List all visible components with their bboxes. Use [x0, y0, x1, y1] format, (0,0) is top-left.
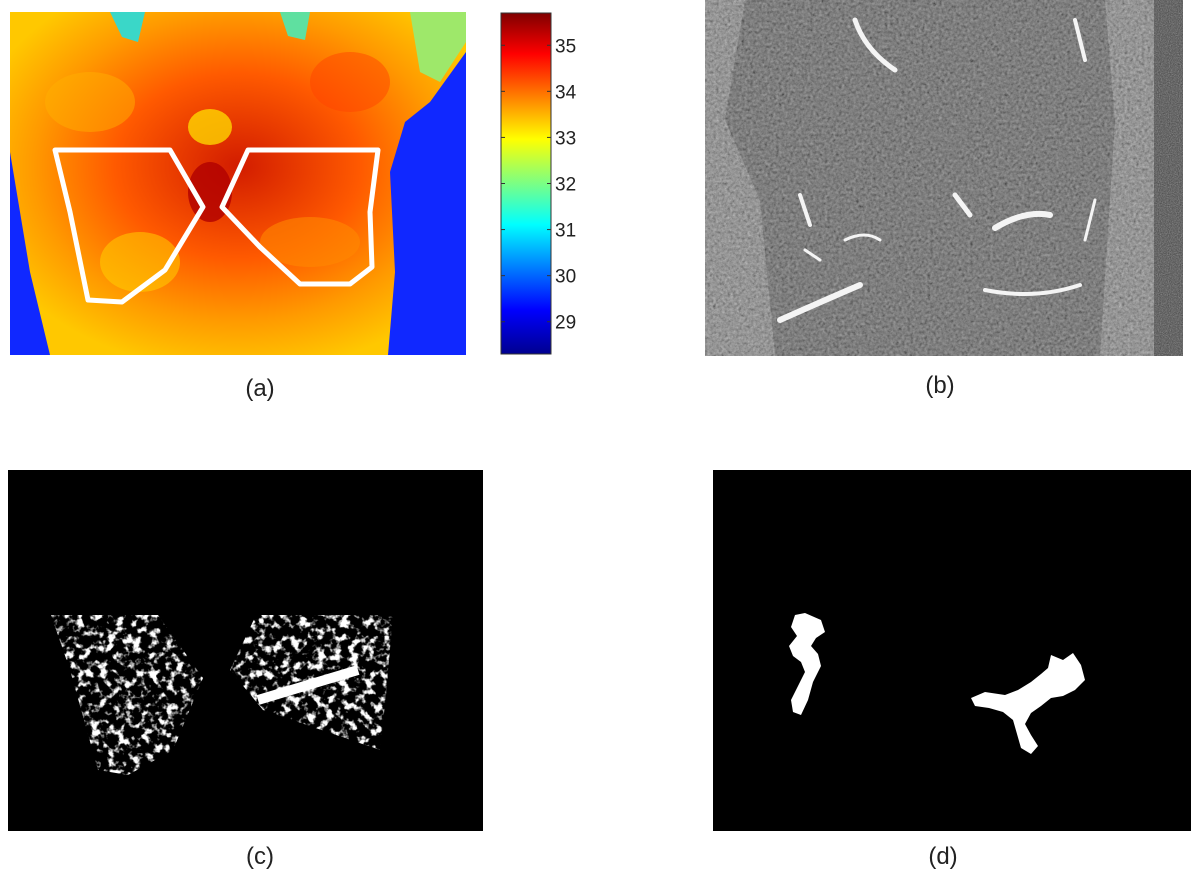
- vessel-mask-image: [713, 470, 1191, 831]
- panel-b-edge-map: [705, 0, 1183, 356]
- colorbar-tick-label: 32: [555, 175, 576, 196]
- caption-a: (a): [245, 375, 275, 402]
- panel-a-thermogram: [10, 12, 466, 355]
- colorbar-graphic: 35 34 33 32 31 30 29: [500, 12, 577, 355]
- left-roi-outline: [52, 147, 206, 305]
- panel-d-vessel-mask: [713, 470, 1191, 831]
- panel-c-segmentation: [8, 470, 483, 831]
- caption-c: (c): [246, 843, 274, 870]
- right-roi-outline: [219, 147, 381, 287]
- caption-d: (d): [928, 843, 958, 870]
- colorbar-tick-label: 29: [555, 313, 576, 334]
- colorbar-tick-label: 35: [555, 36, 576, 57]
- colorbar: 35 34 33 32 31 30 29: [500, 12, 590, 357]
- thermogram-image: [10, 12, 466, 355]
- edge-map-image: [705, 0, 1183, 356]
- caption-b: (b): [925, 372, 955, 399]
- segmentation-image: [8, 470, 483, 831]
- colorbar-tick-label: 31: [555, 221, 576, 242]
- colorbar-tick-label: 34: [555, 82, 577, 103]
- colorbar-tick-label: 30: [555, 267, 576, 288]
- colorbar-tick-label: 33: [555, 128, 576, 149]
